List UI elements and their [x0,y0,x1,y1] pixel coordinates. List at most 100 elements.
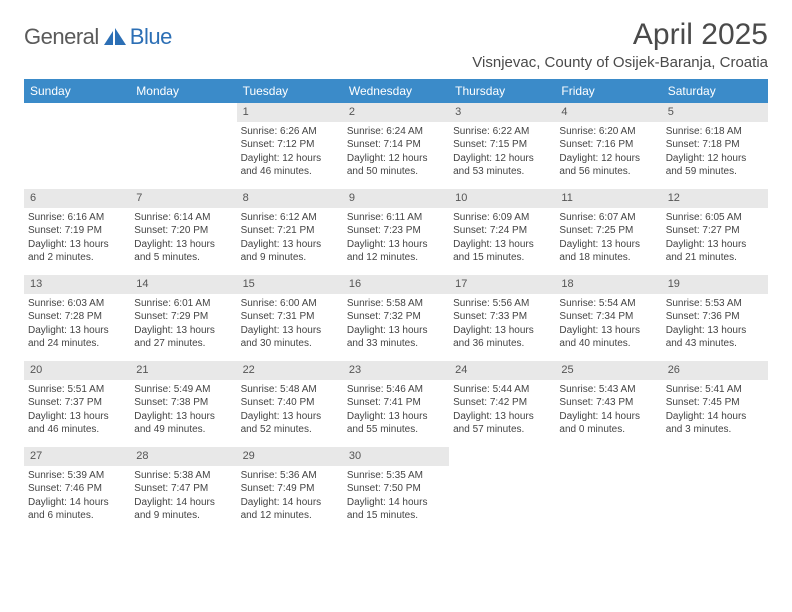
week-row: ..1Sunrise: 6:26 AMSunset: 7:12 PMDaylig… [24,103,768,189]
daylight-line-2: and 56 minutes. [559,165,657,179]
logo-sails-icon [102,27,128,47]
sunset-line: Sunset: 7:32 PM [347,310,445,324]
daylight-line-1: Daylight: 13 hours [453,410,551,424]
day-cell: 24Sunrise: 5:44 AMSunset: 7:42 PMDayligh… [449,361,555,447]
daylight-line-1: Daylight: 13 hours [347,410,445,424]
daylight-line-2: and 2 minutes. [28,251,126,265]
day-body: Sunrise: 5:36 AMSunset: 7:49 PMDaylight:… [237,466,343,527]
day-number: 19 [662,275,768,294]
daylight-line-1: Daylight: 14 hours [559,410,657,424]
day-number: 17 [449,275,555,294]
sunrise-line: Sunrise: 6:12 AM [241,211,339,225]
day-number: 24 [449,361,555,380]
day-body: Sunrise: 5:53 AMSunset: 7:36 PMDaylight:… [662,294,768,355]
day-cell: 11Sunrise: 6:07 AMSunset: 7:25 PMDayligh… [555,189,661,275]
day-body: Sunrise: 6:26 AMSunset: 7:12 PMDaylight:… [237,122,343,183]
day-number: 20 [24,361,130,380]
day-body: Sunrise: 5:58 AMSunset: 7:32 PMDaylight:… [343,294,449,355]
day-cell: 2Sunrise: 6:24 AMSunset: 7:14 PMDaylight… [343,103,449,189]
day-cell: 3Sunrise: 6:22 AMSunset: 7:15 PMDaylight… [449,103,555,189]
sunrise-line: Sunrise: 6:00 AM [241,297,339,311]
sunset-line: Sunset: 7:34 PM [559,310,657,324]
sunrise-line: Sunrise: 5:54 AM [559,297,657,311]
daylight-line-1: Daylight: 12 hours [453,152,551,166]
week-row: 27Sunrise: 5:39 AMSunset: 7:46 PMDayligh… [24,447,768,533]
sunset-line: Sunset: 7:21 PM [241,224,339,238]
sunrise-line: Sunrise: 5:43 AM [559,383,657,397]
daylight-line-2: and 36 minutes. [453,337,551,351]
day-cell: 29Sunrise: 5:36 AMSunset: 7:49 PMDayligh… [237,447,343,533]
daylight-line-2: and 30 minutes. [241,337,339,351]
sunrise-line: Sunrise: 6:20 AM [559,125,657,139]
day-number: 8 [237,189,343,208]
weekday-header: Thursday [449,79,555,103]
daylight-line-1: Daylight: 13 hours [347,238,445,252]
daylight-line-2: and 21 minutes. [666,251,764,265]
daylight-line-1: Daylight: 14 hours [241,496,339,510]
day-number: 10 [449,189,555,208]
daylight-line-2: and 55 minutes. [347,423,445,437]
sunrise-line: Sunrise: 6:09 AM [453,211,551,225]
weekday-header: Saturday [662,79,768,103]
day-number: 14 [130,275,236,294]
sunrise-line: Sunrise: 6:16 AM [28,211,126,225]
sunset-line: Sunset: 7:23 PM [347,224,445,238]
sunrise-line: Sunrise: 6:05 AM [666,211,764,225]
day-body: Sunrise: 6:20 AMSunset: 7:16 PMDaylight:… [555,122,661,183]
logo-text-general: General [24,24,99,50]
logo-text-blue: Blue [130,24,172,50]
sunset-line: Sunset: 7:45 PM [666,396,764,410]
daylight-line-1: Daylight: 13 hours [28,324,126,338]
sunrise-line: Sunrise: 5:46 AM [347,383,445,397]
weekday-header: Tuesday [237,79,343,103]
day-cell: 18Sunrise: 5:54 AMSunset: 7:34 PMDayligh… [555,275,661,361]
daylight-line-1: Daylight: 14 hours [134,496,232,510]
day-cell: 14Sunrise: 6:01 AMSunset: 7:29 PMDayligh… [130,275,236,361]
day-cell: 13Sunrise: 6:03 AMSunset: 7:28 PMDayligh… [24,275,130,361]
day-cell: 30Sunrise: 5:35 AMSunset: 7:50 PMDayligh… [343,447,449,533]
sunset-line: Sunset: 7:46 PM [28,482,126,496]
sunrise-line: Sunrise: 6:03 AM [28,297,126,311]
day-number: 23 [343,361,449,380]
daylight-line-1: Daylight: 13 hours [134,410,232,424]
day-number: 21 [130,361,236,380]
day-number: 18 [555,275,661,294]
day-cell: . [24,103,130,189]
day-body: Sunrise: 6:24 AMSunset: 7:14 PMDaylight:… [343,122,449,183]
daylight-line-2: and 15 minutes. [347,509,445,523]
day-number: 30 [343,447,449,466]
day-cell: 20Sunrise: 5:51 AMSunset: 7:37 PMDayligh… [24,361,130,447]
day-body: Sunrise: 6:18 AMSunset: 7:18 PMDaylight:… [662,122,768,183]
day-body: Sunrise: 6:07 AMSunset: 7:25 PMDaylight:… [555,208,661,269]
week-row: 6Sunrise: 6:16 AMSunset: 7:19 PMDaylight… [24,189,768,275]
sunrise-line: Sunrise: 5:49 AM [134,383,232,397]
sunrise-line: Sunrise: 5:56 AM [453,297,551,311]
sunset-line: Sunset: 7:12 PM [241,138,339,152]
sunset-line: Sunset: 7:49 PM [241,482,339,496]
title-block: April 2025 Visnjevac, County of Osijek-B… [472,18,768,71]
day-number: 29 [237,447,343,466]
daylight-line-1: Daylight: 13 hours [666,238,764,252]
sunset-line: Sunset: 7:41 PM [347,396,445,410]
sunrise-line: Sunrise: 5:58 AM [347,297,445,311]
day-body: Sunrise: 5:48 AMSunset: 7:40 PMDaylight:… [237,380,343,441]
sunrise-line: Sunrise: 6:18 AM [666,125,764,139]
day-body: Sunrise: 6:11 AMSunset: 7:23 PMDaylight:… [343,208,449,269]
day-cell: 15Sunrise: 6:00 AMSunset: 7:31 PMDayligh… [237,275,343,361]
day-number: 4 [555,103,661,122]
sunset-line: Sunset: 7:29 PM [134,310,232,324]
sunset-line: Sunset: 7:20 PM [134,224,232,238]
day-body: Sunrise: 5:35 AMSunset: 7:50 PMDaylight:… [343,466,449,527]
day-cell: 8Sunrise: 6:12 AMSunset: 7:21 PMDaylight… [237,189,343,275]
day-cell: 4Sunrise: 6:20 AMSunset: 7:16 PMDaylight… [555,103,661,189]
sunrise-line: Sunrise: 5:44 AM [453,383,551,397]
sunset-line: Sunset: 7:16 PM [559,138,657,152]
day-cell: . [662,447,768,533]
weekday-header: Monday [130,79,236,103]
day-body: Sunrise: 5:44 AMSunset: 7:42 PMDaylight:… [449,380,555,441]
day-cell: 21Sunrise: 5:49 AMSunset: 7:38 PMDayligh… [130,361,236,447]
daylight-line-1: Daylight: 13 hours [453,324,551,338]
day-cell: 10Sunrise: 6:09 AMSunset: 7:24 PMDayligh… [449,189,555,275]
day-cell: 17Sunrise: 5:56 AMSunset: 7:33 PMDayligh… [449,275,555,361]
day-cell: 12Sunrise: 6:05 AMSunset: 7:27 PMDayligh… [662,189,768,275]
